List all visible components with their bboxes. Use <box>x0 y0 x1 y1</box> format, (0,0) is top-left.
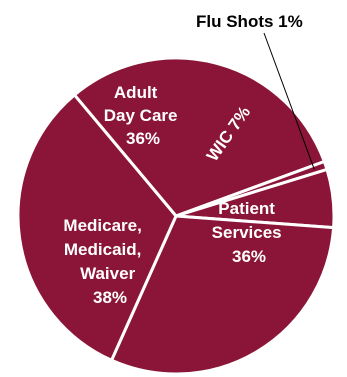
label-adult-day-care: Adult Day Care 36% <box>104 83 182 148</box>
label-medicare-line-2: Medicaid, <box>64 240 141 259</box>
label-patient-services-line-2: Services <box>212 223 282 242</box>
label-adult-day-care-line-3: 36% <box>126 129 160 148</box>
label-medicare-line-3: Waiver <box>80 264 136 283</box>
label-patient-services: Patient Services 36% <box>212 199 287 266</box>
label-medicare-medicaid-waiver: Medicare, Medicaid, Waiver 38% <box>63 216 146 307</box>
label-patient-services-line-3: 36% <box>232 247 266 266</box>
label-medicare-line-4: 38% <box>93 288 127 307</box>
label-patient-services-line-1: Patient <box>218 199 275 218</box>
slice-adult-day-care <box>72 56 326 218</box>
slice-patient-services <box>110 214 336 376</box>
label-flu-shots: Flu Shots 1% <box>196 12 303 31</box>
flu-shots-leader-line <box>263 32 315 170</box>
label-adult-day-care-line-2: Day Care <box>104 106 178 125</box>
label-medicare-line-1: Medicare, <box>63 216 141 235</box>
pie-slices <box>16 56 336 376</box>
label-adult-day-care-line-1: Adult <box>114 83 158 102</box>
slice-medicare-medicaid-waiver <box>16 93 178 362</box>
